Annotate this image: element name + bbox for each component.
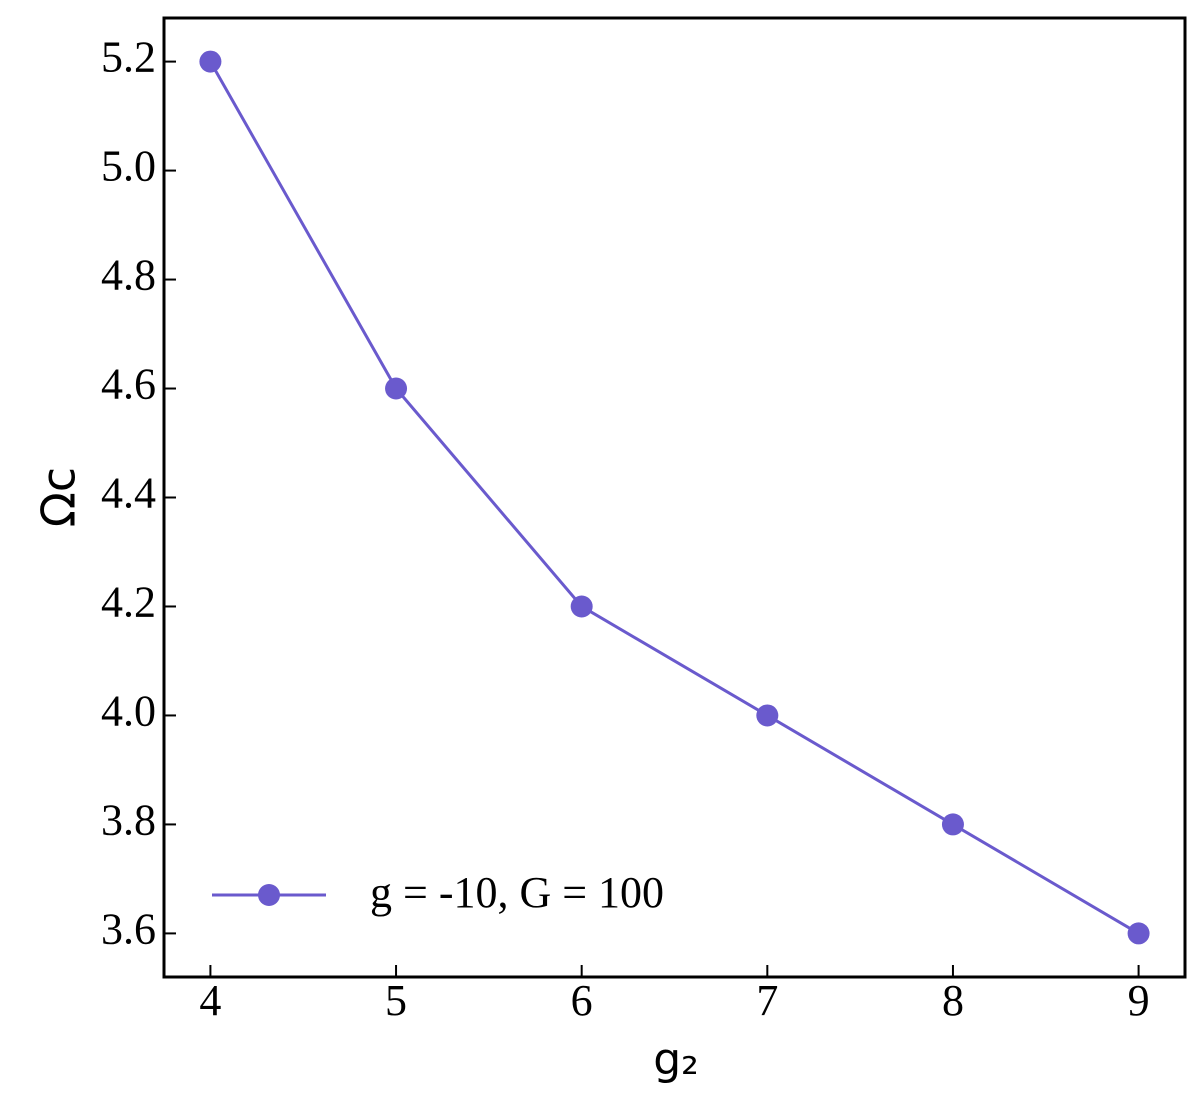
x-tick-label: 5 — [385, 976, 407, 1025]
y-tick-label: 4.8 — [101, 251, 156, 300]
y-tick-label: 4.2 — [101, 578, 156, 627]
plot-frame — [162, 16, 1187, 979]
y-tick-label: 3.8 — [101, 796, 156, 845]
y-tick-label: 4.6 — [101, 360, 156, 409]
x-tick-label: 6 — [571, 976, 593, 1025]
legend-label: g = -10, G = 100 — [370, 868, 664, 917]
y-tick-label: 4.4 — [101, 469, 156, 518]
x-tick-label: 7 — [756, 976, 778, 1025]
x-tick-label: 4 — [199, 976, 221, 1025]
data-point — [756, 704, 779, 727]
data-point — [1127, 922, 1150, 945]
y-axis-label: Ωc — [32, 467, 86, 527]
y-tick-label: 5.0 — [101, 142, 156, 191]
data-point — [941, 813, 964, 836]
y-tick-label: 3.6 — [101, 905, 156, 954]
y-tick-label: 4.0 — [101, 687, 156, 736]
legend-marker — [258, 884, 280, 906]
y-tick-label: 5.2 — [101, 33, 156, 82]
data-point — [570, 595, 593, 618]
x-tick-label: 8 — [942, 976, 964, 1025]
x-tick-label: 9 — [1128, 976, 1150, 1025]
data-line — [209, 60, 1140, 935]
data-point — [199, 50, 222, 73]
x-axis-label: g₂ — [653, 1034, 699, 1085]
data-point — [385, 377, 408, 400]
